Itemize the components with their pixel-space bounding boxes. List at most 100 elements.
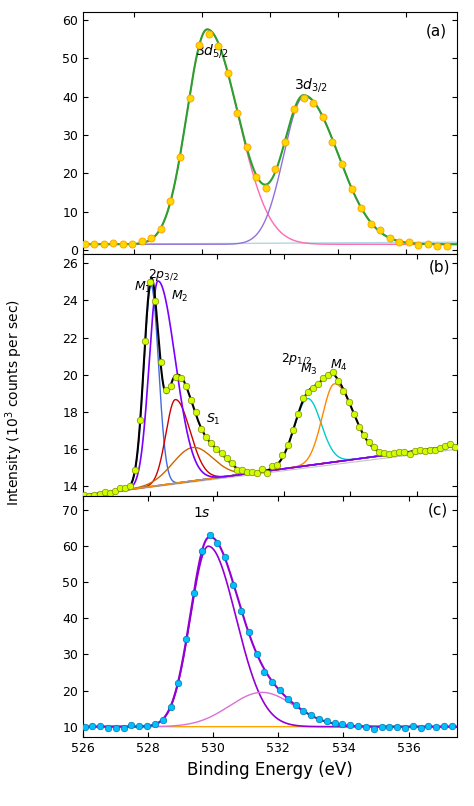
Point (182, 380, 190, 393)
Point (279, 449, 286, 462)
X-axis label: Binding Energy (eV): Binding Energy (eV) (187, 761, 353, 779)
Point (157, 356, 164, 369)
Point (253, 171, 260, 184)
Text: $3d_{5/2}$: $3d_{5/2}$ (195, 42, 229, 60)
Point (299, 392, 307, 405)
Point (202, 431, 210, 444)
Point (348, 183, 356, 196)
Point (284, 692, 292, 705)
Point (294, 408, 301, 421)
Point (432, 721, 440, 733)
Point (425, 720, 432, 733)
Point (192, 406, 200, 419)
Point (323, 715, 331, 728)
Point (112, 721, 119, 734)
Point (447, 438, 454, 451)
Point (248, 466, 256, 479)
Point (284, 438, 292, 451)
Text: $M_1$: $M_1$ (134, 280, 151, 295)
Point (238, 463, 246, 476)
Point (440, 720, 448, 733)
Point (314, 378, 322, 391)
Point (339, 718, 346, 731)
Point (258, 463, 266, 476)
Point (338, 157, 346, 170)
Point (451, 441, 459, 454)
Point (261, 665, 268, 678)
Point (120, 721, 128, 734)
Point (116, 482, 124, 495)
Point (393, 721, 401, 733)
Point (205, 27, 212, 40)
Point (126, 480, 134, 493)
Point (198, 545, 206, 558)
Point (273, 459, 281, 472)
Point (96, 719, 104, 732)
Point (395, 236, 403, 249)
Point (362, 721, 370, 733)
Point (151, 717, 159, 730)
Point (214, 536, 221, 549)
Point (195, 39, 203, 52)
Point (106, 486, 113, 499)
Point (315, 713, 323, 725)
Point (436, 442, 444, 455)
Point (187, 394, 195, 407)
Point (91, 488, 98, 501)
Point (167, 194, 174, 207)
Point (357, 202, 365, 214)
Point (208, 436, 215, 449)
Point (243, 141, 250, 154)
Point (385, 447, 393, 460)
Point (304, 386, 312, 399)
Point (81, 238, 89, 251)
Point (414, 239, 422, 251)
Point (131, 463, 139, 476)
Point (329, 366, 337, 379)
Point (396, 446, 403, 459)
Point (289, 424, 296, 437)
Point (376, 224, 384, 237)
Point (291, 102, 298, 115)
Point (441, 440, 449, 453)
Point (146, 276, 154, 289)
Point (119, 238, 127, 251)
Point (81, 488, 88, 501)
Point (128, 238, 136, 251)
Point (182, 633, 190, 646)
Point (229, 579, 237, 592)
Point (243, 466, 251, 479)
Point (218, 447, 225, 459)
Point (360, 428, 367, 441)
Text: $2p_{1/2}$: $2p_{1/2}$ (281, 351, 311, 367)
Point (310, 96, 317, 109)
Point (335, 374, 342, 387)
Point (365, 435, 373, 448)
Point (197, 422, 205, 435)
Point (409, 720, 417, 733)
Point (380, 447, 388, 459)
Point (245, 626, 253, 639)
Text: (a): (a) (426, 23, 447, 39)
Point (152, 294, 159, 307)
Point (431, 444, 439, 457)
Point (421, 444, 428, 457)
Point (416, 444, 423, 457)
Point (324, 369, 332, 382)
Point (100, 237, 108, 250)
Point (417, 721, 424, 734)
Point (308, 709, 315, 722)
Point (411, 445, 419, 458)
Point (167, 380, 174, 393)
Point (253, 647, 260, 660)
Point (186, 91, 193, 104)
Point (81, 721, 88, 733)
Point (345, 396, 352, 409)
Point (206, 529, 213, 542)
Text: (c): (c) (428, 503, 447, 518)
Point (406, 448, 413, 461)
Point (228, 456, 236, 469)
Point (401, 721, 409, 734)
Point (121, 481, 129, 494)
Point (162, 384, 169, 397)
